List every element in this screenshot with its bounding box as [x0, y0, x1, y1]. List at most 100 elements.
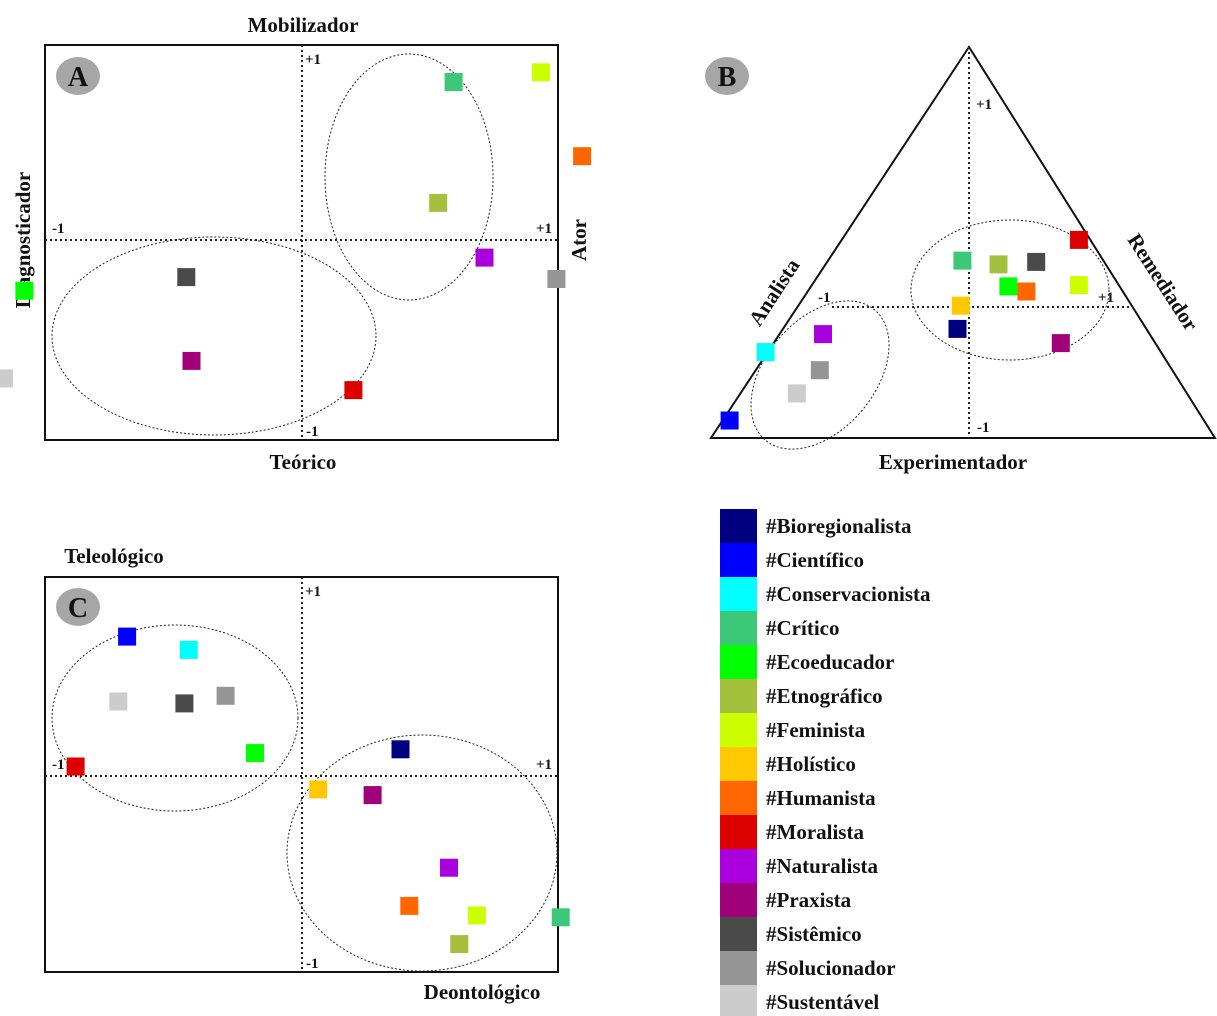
panel-c-cluster-upper [51, 624, 299, 812]
legend-swatch [720, 815, 757, 849]
legend-label: #Ecoeducador [766, 650, 894, 674]
legend-label: #Solucionador [766, 956, 896, 980]
point-c-praxista [363, 786, 382, 805]
point-b-ecoeducador [999, 277, 1018, 296]
point-a-sistêmico [177, 268, 196, 287]
point-c-solucionador [216, 686, 235, 705]
legend-label: #Praxista [766, 888, 852, 912]
legend-swatch [720, 679, 757, 713]
point-b-etnográfico [989, 255, 1008, 274]
point-b-holístico [951, 296, 970, 315]
legend-swatch [720, 849, 757, 883]
legend-label: #Holístico [766, 752, 856, 776]
legend-swatch [720, 747, 757, 781]
point-c-científico [118, 627, 137, 646]
point-c-crítico [551, 908, 570, 927]
legend-label: #Humanista [766, 786, 876, 810]
point-b-naturalista [814, 325, 832, 344]
point-b-bioregionalista [948, 319, 967, 338]
point-b-feminista [1069, 276, 1088, 295]
point-a-solucionador [547, 270, 566, 288]
legend-swatch [720, 985, 757, 1016]
panel-b-right-label: Remediador [1123, 229, 1203, 335]
legend-label: #Sustentável [766, 990, 879, 1014]
panel-a-tick-ymax: +1 [305, 52, 321, 68]
point-a-sustentável [0, 369, 13, 388]
panel-b-left-label: Analista [744, 254, 805, 330]
legend-swatch [720, 917, 757, 951]
point-c-etnográfico [450, 935, 469, 954]
legend-label: #Bioregionalista [766, 514, 912, 538]
point-c-bioregionalista [391, 740, 410, 759]
panel-c-badge: C [56, 588, 100, 626]
panel-a: Mobilizador A +1 -1 -1 +1 Teórico Diagno… [0, 13, 592, 474]
panel-c-tick-xmin: -1 [52, 757, 65, 773]
panel-a-tick-xmax: +1 [536, 221, 552, 237]
panel-c-title: Teleológico [64, 544, 164, 568]
legend-swatch [720, 645, 757, 679]
point-b-sistêmico [1027, 252, 1046, 271]
panel-b-triangle [709, 45, 1217, 439]
point-c-moralista [66, 757, 85, 776]
panel-a-ylabel-right: Ator [567, 219, 591, 261]
panel-c-badge-letter: C [68, 593, 88, 624]
point-c-sustentável [109, 692, 128, 711]
legend-swatch [720, 713, 757, 747]
panel-b-tick-xmax: +1 [1098, 290, 1114, 306]
panel-b-xlabel: Experimentador [879, 450, 1027, 474]
point-b-crítico [953, 251, 972, 270]
panel-b-tick-ymax: +1 [976, 97, 992, 113]
legend-label: #Conservacionista [766, 582, 931, 606]
point-c-humanista [400, 896, 419, 915]
panel-c-tick-xmax: +1 [536, 757, 552, 773]
point-b-humanista [1017, 282, 1036, 301]
panel-c-cluster-lower [286, 734, 558, 972]
point-a-crítico [444, 73, 463, 91]
panel-c-xlabel: Deontológico [424, 980, 541, 1004]
point-c-holístico [309, 780, 328, 799]
point-b-solucionador [810, 361, 829, 380]
panel-a-points [0, 63, 592, 400]
panel-a-xlabel: Teórico [270, 450, 337, 474]
legend-swatch [720, 883, 757, 917]
legend: #Bioregionalista #Científico #Conservacion… [720, 509, 931, 1016]
point-c-naturalista [440, 858, 458, 877]
legend-swatch [720, 577, 757, 611]
panel-b: B +1 -1 -1 +1 Analista Remediador Experi… [705, 45, 1217, 474]
legend-label: #Científico [766, 548, 864, 572]
legend-label: #Crítico [766, 616, 839, 640]
point-a-naturalista [475, 248, 494, 267]
point-c-sistêmico [175, 694, 194, 713]
legend-swatch [720, 611, 757, 645]
panel-c-points [66, 627, 570, 954]
panel-a-badge: A [56, 57, 100, 95]
point-a-praxista [182, 351, 201, 370]
legend-swatch [720, 543, 757, 577]
point-b-sustentável [787, 384, 806, 403]
legend-swatch [720, 951, 757, 985]
panel-b-cluster-right [910, 219, 1110, 361]
legend-label: #Naturalista [766, 854, 878, 878]
legend-swatch [720, 781, 757, 815]
point-c-ecoeducador [246, 744, 264, 763]
panel-c: Teleológico C +1 -1 -1 +1 Deontológico [44, 544, 570, 1004]
panel-a-title: Mobilizador [248, 13, 359, 37]
point-c-conservacionista [179, 640, 198, 659]
panel-c-tick-ymax: +1 [305, 584, 321, 600]
panel-a-tick-xmin: -1 [52, 221, 65, 237]
panel-a-badge-letter: A [68, 62, 89, 93]
point-a-humanista [573, 147, 592, 166]
legend-label: #Sistêmico [766, 922, 862, 946]
point-b-científico [720, 411, 739, 430]
panel-b-badge-letter: B [718, 62, 737, 93]
point-c-feminista [467, 906, 486, 925]
panel-b-badge: B [705, 57, 749, 95]
panel-a-tick-ymin: -1 [306, 424, 319, 440]
panel-b-points [720, 230, 1088, 430]
point-b-moralista [1069, 230, 1088, 249]
panel-b-tick-ymin: -1 [977, 420, 990, 436]
legend-label: #Moralista [766, 820, 864, 844]
point-a-ecoeducador [15, 281, 34, 300]
panel-b-tick-xmin: -1 [818, 290, 831, 306]
